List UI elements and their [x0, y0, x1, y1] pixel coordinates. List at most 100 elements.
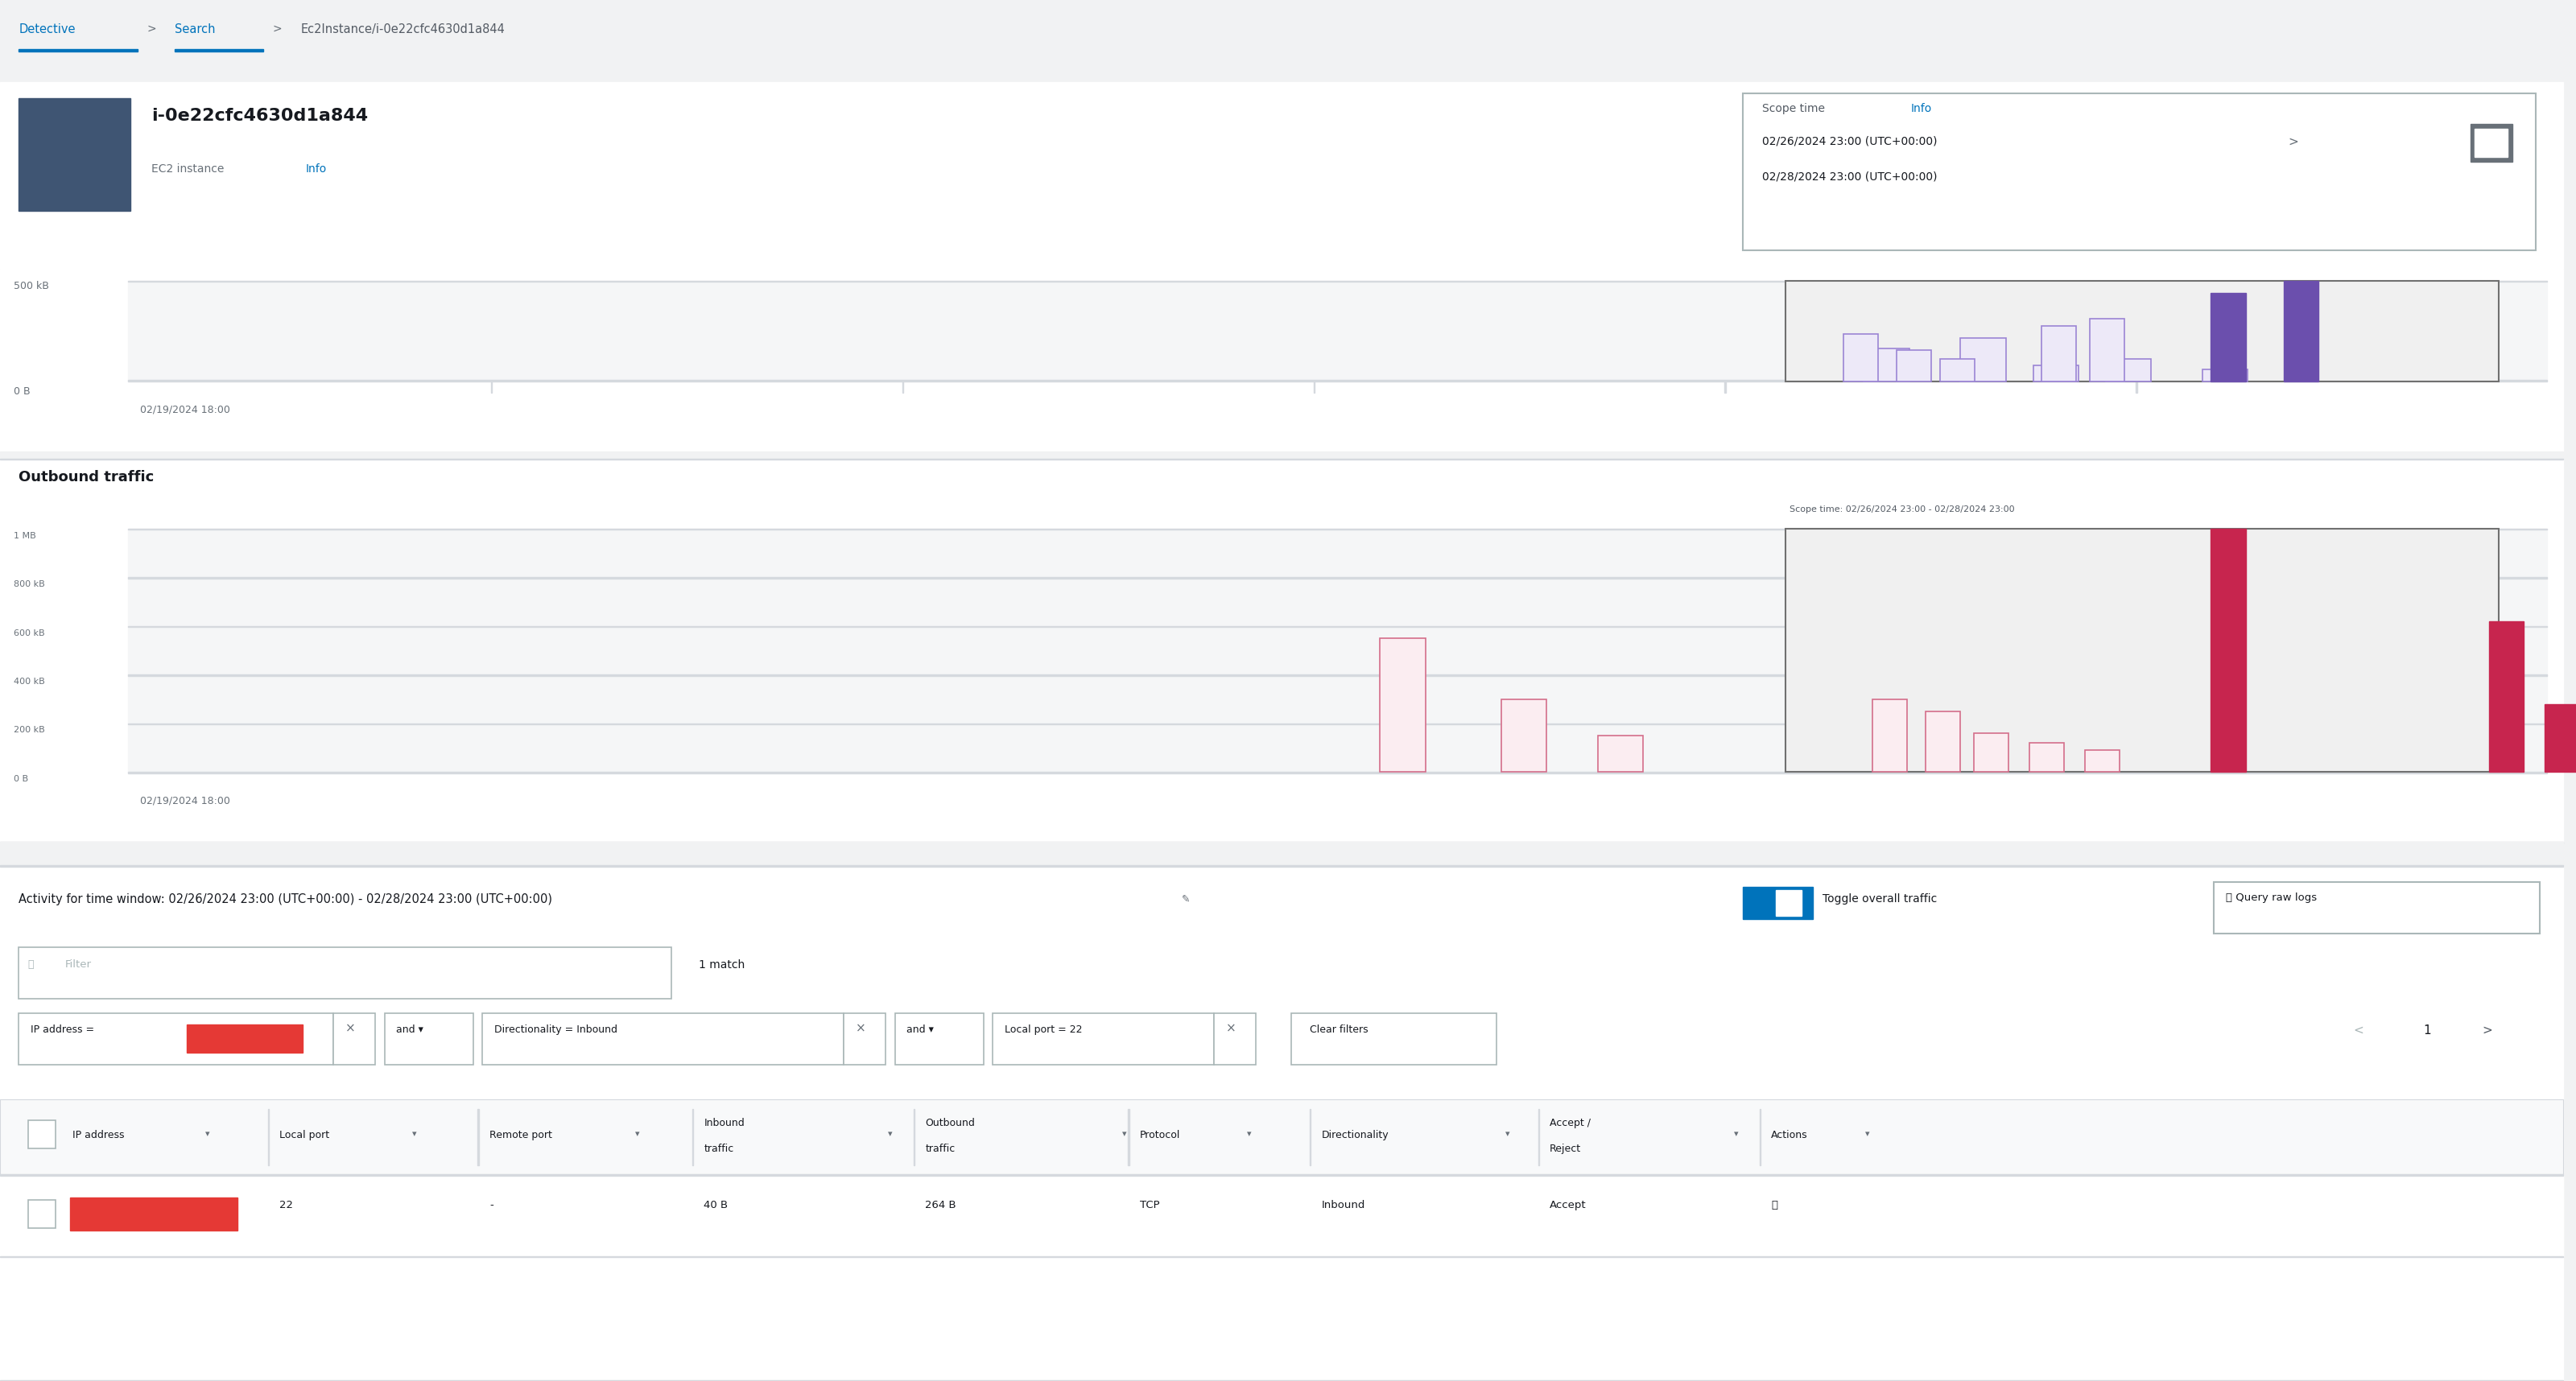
- Bar: [2084, 750, 2120, 772]
- Text: Reject: Reject: [1551, 1143, 1582, 1155]
- Bar: [28, 1200, 57, 1228]
- Bar: [2282, 280, 2318, 381]
- Text: 200 kB: 200 kB: [13, 726, 46, 735]
- Text: Local port: Local port: [281, 1130, 330, 1141]
- Text: Actions: Actions: [1772, 1130, 1808, 1141]
- Text: ×: ×: [345, 1022, 355, 1034]
- Bar: [0, 81, 2563, 269]
- Text: Filter: Filter: [64, 958, 93, 969]
- Text: Activity for time window: 02/26/2024 23:00 (UTC+00:00) - 02/28/2024 23:00 (UTC+0: Activity for time window: 02/26/2024 23:…: [18, 894, 551, 906]
- Text: 400 kB: 400 kB: [13, 678, 46, 686]
- Text: traffic: traffic: [925, 1143, 956, 1155]
- Bar: [2105, 359, 2151, 381]
- Bar: [185, 1025, 304, 1052]
- Bar: [1844, 334, 1878, 381]
- Text: 600 kB: 600 kB: [13, 628, 44, 637]
- Text: and ▾: and ▾: [397, 1025, 422, 1034]
- Text: >: >: [147, 23, 157, 35]
- Text: >: >: [2481, 1025, 2491, 1037]
- Text: IP address =: IP address =: [31, 1025, 98, 1034]
- Text: and ▾: and ▾: [907, 1025, 933, 1034]
- Text: Clear filters: Clear filters: [1309, 1025, 1368, 1034]
- Bar: [842, 1012, 886, 1065]
- Bar: [0, 269, 2563, 452]
- Text: i-0e22cfc4630d1a844: i-0e22cfc4630d1a844: [152, 108, 368, 124]
- Text: Scope time: Scope time: [1762, 104, 1832, 115]
- Bar: [1873, 699, 1906, 772]
- Bar: [1213, 1012, 1257, 1065]
- Bar: [0, 1099, 2563, 1174]
- Bar: [2210, 529, 2246, 772]
- Bar: [1960, 338, 2007, 381]
- Bar: [0, 842, 2563, 866]
- Text: TCP: TCP: [1139, 1200, 1159, 1211]
- Text: Info: Info: [307, 164, 327, 175]
- Bar: [1381, 638, 1425, 772]
- Bar: [482, 1012, 842, 1065]
- Text: ▾: ▾: [1504, 1130, 1510, 1138]
- Text: >: >: [273, 23, 281, 35]
- Text: 0 B: 0 B: [13, 775, 28, 783]
- Bar: [2213, 882, 2540, 934]
- Bar: [992, 1012, 1213, 1065]
- Text: ▾: ▾: [1865, 1130, 1870, 1138]
- Text: Remote port: Remote port: [489, 1130, 551, 1141]
- Text: 1 MB: 1 MB: [13, 532, 36, 540]
- Text: ×: ×: [1226, 1022, 1236, 1034]
- Text: Scope time: 02/26/2024 23:00 - 02/28/2024 23:00: Scope time: 02/26/2024 23:00 - 02/28/202…: [1790, 505, 2014, 514]
- Text: Toggle overall traffic: Toggle overall traffic: [1821, 894, 1937, 905]
- Text: IP address: IP address: [72, 1130, 124, 1141]
- Bar: [1785, 529, 2499, 772]
- Bar: [1291, 1012, 1497, 1065]
- Text: 800 kB: 800 kB: [13, 580, 46, 588]
- Bar: [2210, 293, 2246, 381]
- Text: Outbound traffic: Outbound traffic: [18, 470, 155, 485]
- Bar: [0, 0, 2563, 81]
- Bar: [18, 947, 672, 998]
- Bar: [1865, 348, 1909, 381]
- Text: Ec2Instance/i-0e22cfc4630d1a844: Ec2Instance/i-0e22cfc4630d1a844: [301, 23, 505, 36]
- Bar: [0, 1174, 2563, 1257]
- Text: <: <: [2354, 1025, 2365, 1037]
- Text: -: -: [489, 1200, 492, 1211]
- Text: 🔍 Query raw logs: 🔍 Query raw logs: [2226, 892, 2316, 903]
- Bar: [18, 50, 137, 51]
- Text: ×: ×: [855, 1022, 866, 1034]
- Text: ▾: ▾: [206, 1130, 209, 1138]
- Text: 500 kB: 500 kB: [13, 280, 49, 291]
- Text: 02/26/2024 23:00 (UTC+00:00): 02/26/2024 23:00 (UTC+00:00): [1762, 135, 1937, 146]
- Text: Protocol: Protocol: [1139, 1130, 1180, 1141]
- Bar: [2089, 319, 2125, 381]
- Text: 264 B: 264 B: [925, 1200, 956, 1211]
- Bar: [2470, 124, 2512, 162]
- Text: ✎: ✎: [1182, 894, 1190, 905]
- Bar: [1896, 351, 1932, 381]
- Text: ▾: ▾: [412, 1130, 417, 1138]
- Bar: [1785, 280, 2499, 381]
- Text: ▾: ▾: [636, 1130, 639, 1138]
- Text: traffic: traffic: [703, 1143, 734, 1155]
- Text: 1 match: 1 match: [698, 958, 744, 971]
- Text: >: >: [2287, 135, 2298, 148]
- Text: Outbound: Outbound: [925, 1119, 974, 1128]
- Text: 1: 1: [2424, 1025, 2432, 1037]
- Text: ▾: ▾: [889, 1130, 891, 1138]
- Text: Accept: Accept: [1551, 1200, 1587, 1211]
- Text: Local port = 22: Local port = 22: [1005, 1025, 1082, 1034]
- Bar: [175, 50, 263, 51]
- Text: Detective: Detective: [18, 23, 75, 36]
- Text: 🔍: 🔍: [1772, 1200, 1777, 1211]
- Bar: [129, 280, 2548, 381]
- Text: Directionality: Directionality: [1321, 1130, 1388, 1141]
- Bar: [2043, 326, 2076, 381]
- Text: Inbound: Inbound: [703, 1119, 744, 1128]
- Bar: [2202, 369, 2249, 381]
- Text: 02/19/2024 18:00: 02/19/2024 18:00: [139, 405, 229, 416]
- Text: ▾: ▾: [1247, 1130, 1252, 1138]
- Text: Directionality = Inbound: Directionality = Inbound: [495, 1025, 618, 1034]
- Text: Accept /: Accept /: [1551, 1119, 1592, 1128]
- Bar: [1973, 733, 2009, 772]
- Bar: [1744, 94, 2535, 250]
- Bar: [28, 1120, 57, 1149]
- Text: Info: Info: [1911, 104, 1932, 115]
